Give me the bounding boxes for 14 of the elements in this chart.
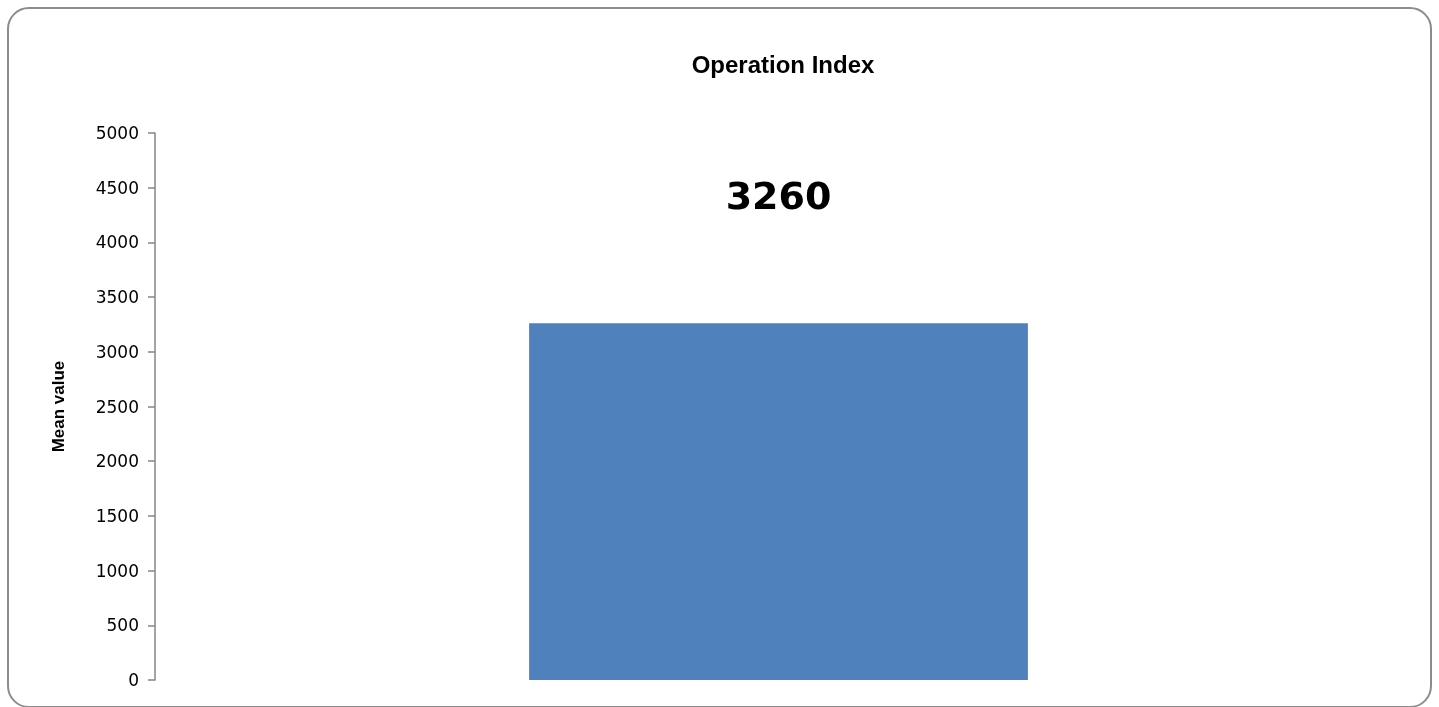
y-tick-label: 5000 xyxy=(95,123,139,143)
y-tick-label: 4500 xyxy=(95,177,139,198)
chart-title: Operation Index xyxy=(691,50,875,78)
y-tick-label: 1000 xyxy=(95,560,139,581)
y-axis-title: Mean value xyxy=(49,360,68,453)
y-tick-label: 3500 xyxy=(95,287,139,308)
y-tick-label: 500 xyxy=(106,615,139,636)
y-tick-label: 0 xyxy=(128,670,139,690)
y-tick-label: 2500 xyxy=(95,396,139,417)
data-label: 3260 xyxy=(725,174,832,219)
y-tick-label: 1500 xyxy=(95,505,139,526)
y-tick-label: 4000 xyxy=(95,232,139,253)
y-tick-label: 3000 xyxy=(95,341,139,362)
y-tick-label: 2000 xyxy=(95,451,139,472)
